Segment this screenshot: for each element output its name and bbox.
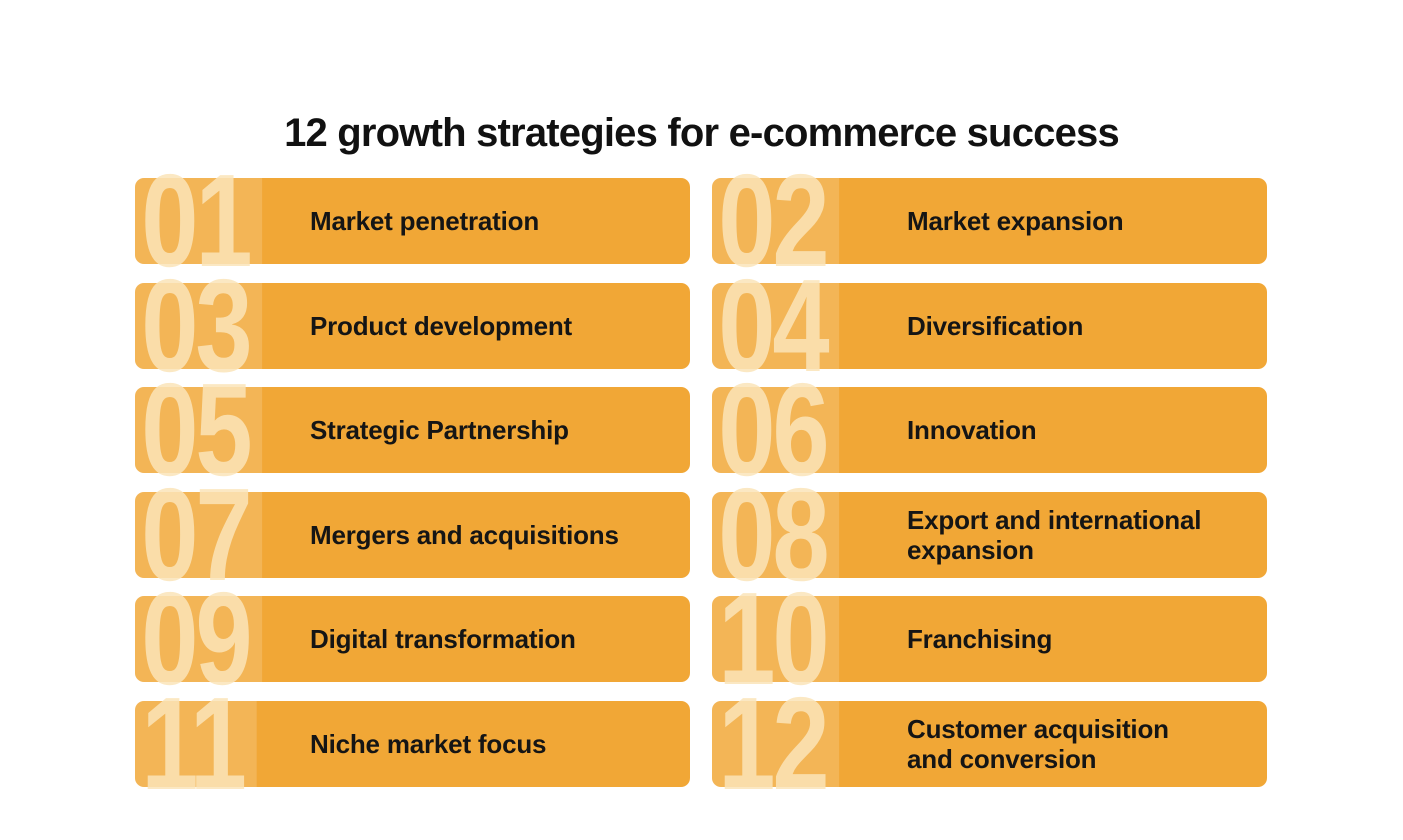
strategy-grid: 01 Market penetration 02 Market expansio… <box>135 155 1267 809</box>
card-label: Market penetration <box>310 206 540 236</box>
card-number: 03 <box>141 251 252 399</box>
card-number-band: 05 <box>135 364 263 496</box>
card-label: Mergers and acquisitions <box>310 519 619 550</box>
strategy-card: 04 Diversification <box>712 259 1267 391</box>
strategy-card: 08 Export and international expansion <box>712 468 1267 600</box>
strategy-card: 01 Market penetration <box>135 155 690 287</box>
card-number: 10 <box>718 565 829 712</box>
card-number: 12 <box>718 669 829 817</box>
card-number: 02 <box>718 147 829 294</box>
card-label: Niche market focus <box>310 728 547 759</box>
card-number-band: 07 <box>135 468 263 600</box>
card-number: 08 <box>718 460 829 608</box>
card-label: Export and international expansion <box>907 504 1202 565</box>
strategy-card: 05 Strategic Partnership <box>135 364 690 496</box>
card-number-band: 08 <box>712 468 840 600</box>
card-label: Diversification <box>907 310 1084 341</box>
strategy-card: 11 Niche market focus <box>135 677 690 809</box>
card-number-band: 01 <box>135 155 263 287</box>
strategy-card: 07 Mergers and acquisitions <box>135 468 690 600</box>
strategy-card: 06 Innovation <box>712 364 1267 496</box>
strategy-card: 03 Product development <box>135 259 690 391</box>
card-number: 06 <box>718 356 829 503</box>
strategy-card: 10 Franchising <box>712 573 1267 705</box>
card-label: Customer acquisition and conversion <box>907 713 1169 774</box>
card-number: 01 <box>141 147 252 294</box>
card-number-band: 03 <box>135 259 263 391</box>
card-number-band: 09 <box>135 573 263 705</box>
strategy-card: 02 Market expansion <box>712 155 1267 287</box>
card-number: 11 <box>141 669 247 817</box>
card-label: Market expansion <box>907 206 1124 236</box>
card-number: 07 <box>141 460 252 608</box>
card-label: Strategic Partnership <box>310 415 569 445</box>
card-number-band: 11 <box>135 677 257 809</box>
strategy-card: 09 Digital transformation <box>135 573 690 705</box>
card-number: 04 <box>718 251 829 399</box>
card-label: Franchising <box>907 624 1053 654</box>
card-number: 05 <box>141 356 252 503</box>
card-label: Product development <box>310 310 573 341</box>
card-number-band: 04 <box>712 259 840 391</box>
card-label: Digital transformation <box>310 624 576 654</box>
strategy-card: 12 Customer acquisition and conversion <box>712 677 1267 809</box>
card-number: 09 <box>141 565 252 712</box>
page-title: 12 growth strategies for e-commerce succ… <box>284 110 1120 155</box>
card-number-band: 06 <box>712 364 840 496</box>
card-label: Innovation <box>907 415 1037 445</box>
card-number-band: 02 <box>712 155 840 287</box>
card-number-band: 12 <box>712 677 840 809</box>
card-number-band: 10 <box>712 573 840 705</box>
